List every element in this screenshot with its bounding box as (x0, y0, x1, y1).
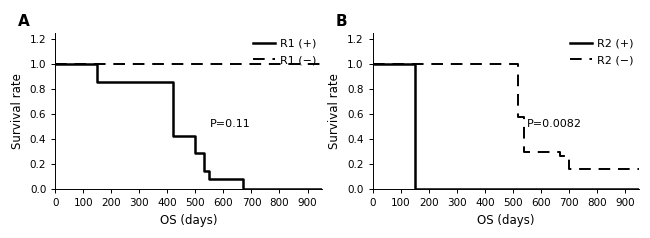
Text: P=0.0082: P=0.0082 (527, 119, 582, 129)
Y-axis label: Survival rate: Survival rate (328, 73, 341, 149)
Legend: R2 (+), R2 (−): R2 (+), R2 (−) (570, 39, 633, 65)
Legend: R1 (+), R1 (−): R1 (+), R1 (−) (253, 39, 316, 65)
X-axis label: OS (days): OS (days) (160, 214, 217, 227)
Text: P=0.11: P=0.11 (210, 119, 250, 129)
X-axis label: OS (days): OS (days) (477, 214, 534, 227)
Text: A: A (18, 14, 30, 29)
Text: B: B (335, 14, 347, 29)
Y-axis label: Survival rate: Survival rate (11, 73, 24, 149)
